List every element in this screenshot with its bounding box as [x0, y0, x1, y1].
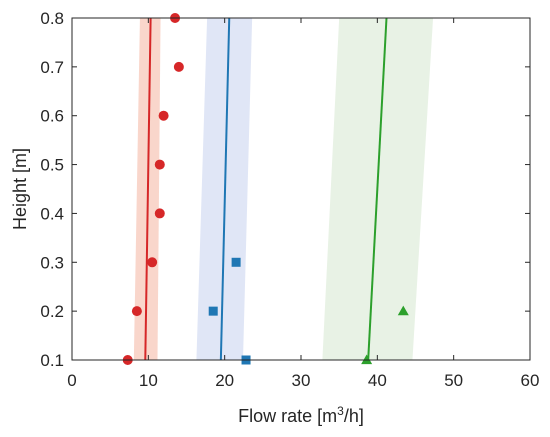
y-tick-label: 0.5 [40, 156, 64, 175]
y-tick-label: 0.6 [40, 107, 64, 126]
data-point-series-1-2 [131, 306, 142, 317]
data-point-series-3-1 [361, 354, 373, 365]
x-tick-label: 10 [139, 371, 158, 390]
axis-tick-labels: 0 10 20 30 40 50 60 0.1 0.2 0.3 0.4 0.5 0.6 0.7 0.8 [40, 9, 539, 390]
fit-line-series-3 [367, 17, 388, 361]
y-tick-label: 0.3 [40, 253, 64, 272]
data-point-series-1-4 [154, 208, 165, 219]
data-point-series-2-2 [208, 306, 218, 316]
x-tick-label: 30 [292, 371, 311, 390]
y-tick-label: 0.8 [40, 9, 64, 28]
data-point-series-3-2 [397, 305, 409, 316]
data-point-series-2-3 [231, 257, 241, 267]
x-axis-title: Flow rate [m3/h] [238, 404, 364, 426]
y-tick-label: 0.2 [40, 302, 64, 321]
y-tick-label: 0.4 [40, 204, 64, 223]
x-tick-label: 40 [368, 371, 387, 390]
x-tick-label: 0 [67, 371, 76, 390]
data-point-series-1-7 [173, 61, 184, 72]
x-tick-label: 60 [521, 371, 540, 390]
fit-line-series-1 [144, 17, 152, 361]
data-point-series-1-6 [158, 110, 169, 121]
data-point-series-1-5 [154, 159, 165, 170]
axis-ticks [71, 17, 531, 361]
y-tick-label: 0.7 [40, 58, 64, 77]
data-point-series-1-3 [147, 257, 158, 268]
x-tick-label: 50 [444, 371, 463, 390]
fit-lines [144, 17, 388, 361]
x-tick-label: 20 [215, 371, 234, 390]
y-tick-label: 0.1 [40, 351, 64, 370]
fit-line-series-2 [219, 17, 231, 361]
y-axis-title: Height [m] [10, 148, 30, 230]
